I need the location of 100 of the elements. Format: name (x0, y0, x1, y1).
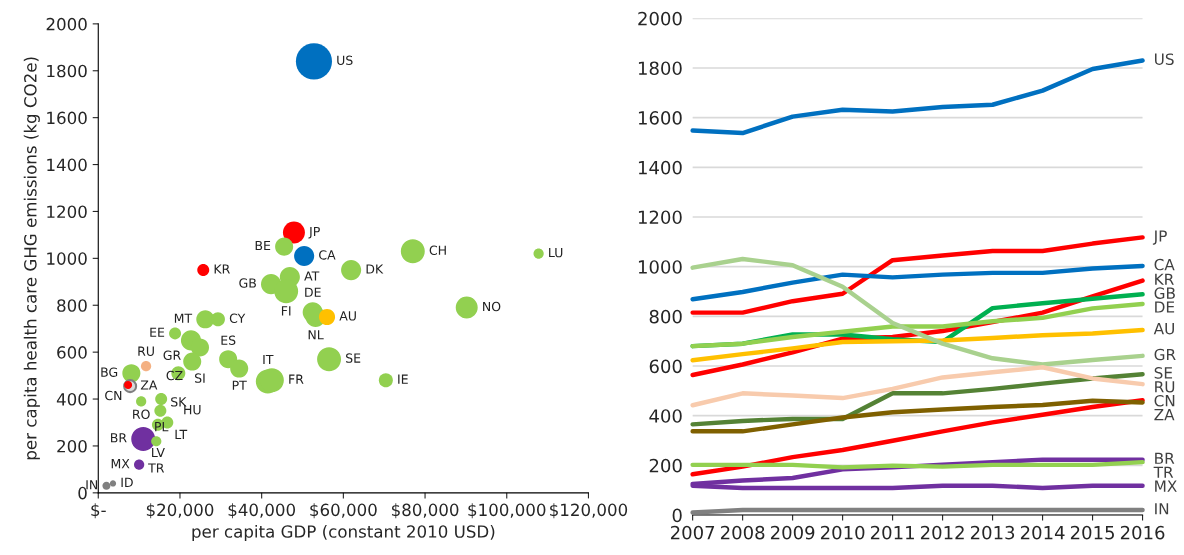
x-tick-label: 2011 (870, 525, 914, 540)
data-label: SE (346, 353, 361, 363)
y-tick-label: 400 (56, 393, 87, 406)
data-label: RO (133, 409, 150, 419)
data-label: ZA (140, 380, 158, 390)
line-series (690, 58, 1145, 136)
data-label: MX (111, 459, 130, 469)
data-label: BG (101, 367, 118, 377)
y-tick-label: 1000 (47, 252, 87, 265)
y-tick-label: 600 (649, 359, 682, 374)
series-label: ZA (1154, 409, 1175, 421)
x-tick-label: $100,000 (468, 503, 546, 519)
y-tick-label: 0 (78, 486, 87, 500)
series-label: IN (1155, 503, 1169, 515)
y-tick-label: 2000 (46, 17, 87, 31)
data-label: EE (150, 327, 165, 337)
data-label: LV (152, 447, 165, 457)
data-label: AU (339, 311, 356, 321)
x-axis-title: per capita GDP (constant 2010 USD) (192, 524, 495, 542)
data-label: DK (366, 264, 384, 274)
x-tick-label: 2010 (820, 525, 865, 540)
data-label: CH (429, 245, 446, 255)
data-label: RU (138, 346, 154, 356)
series-label: SE (1154, 367, 1173, 379)
y-axis-title: per capita health care GHG emissions (kg CO2e) (23, 57, 40, 460)
data-label: AT (304, 271, 320, 281)
y-tick-label: 1200 (47, 205, 87, 219)
y-tick-label: 1600 (638, 111, 682, 125)
series-label: KR (1155, 273, 1174, 285)
line-series (690, 398, 1145, 434)
y-tick-label: 200 (57, 439, 87, 453)
data-label: IN (86, 480, 98, 490)
data-label: FI (281, 306, 291, 316)
data-label: TR (148, 463, 165, 473)
series-label: US (1155, 53, 1174, 65)
y-tick-label: 600 (57, 346, 87, 359)
line-series (690, 365, 1145, 408)
y-tick-label: 0 (672, 508, 682, 523)
x-tick-label: 2014 (1020, 525, 1065, 540)
x-tick-label: $20,000 (146, 503, 214, 519)
series-label: JP (1152, 230, 1167, 245)
data-label: LU (549, 248, 563, 258)
x-tick-label: $80,000 (391, 503, 459, 519)
y-tick-label: 1200 (638, 210, 682, 225)
x-tick-label: 2007 (670, 525, 715, 540)
y-tick-label: 200 (649, 458, 682, 473)
data-label: SI (195, 373, 205, 383)
data-label: ES (221, 335, 236, 345)
series-label: BR (1155, 452, 1175, 464)
data-label: GB (239, 278, 256, 288)
y-tick-label: 800 (649, 309, 682, 324)
data-label: BE (255, 240, 271, 251)
data-label: NO (483, 301, 501, 312)
series-label: CN (1154, 394, 1175, 407)
data-label: CA (319, 250, 336, 260)
data-label: CY (229, 313, 246, 323)
y-tick-label: 2000 (638, 11, 682, 26)
data-label: FR (289, 374, 304, 384)
y-tick-label: 1600 (47, 111, 87, 125)
y-tick-label: 400 (649, 409, 682, 423)
data-label: LT (175, 429, 188, 439)
data-label: BR (111, 433, 127, 443)
data-label: HU (184, 405, 201, 415)
data-label: NL (308, 330, 324, 340)
data-label: SK (171, 397, 187, 407)
data-label: KR (214, 264, 230, 274)
line-series (690, 327, 1145, 363)
line-series (690, 263, 1145, 302)
y-tick-label: 1800 (47, 64, 87, 78)
data-label: ID (121, 477, 133, 487)
data-label: PL (155, 422, 169, 432)
x-tick-label: $40,000 (228, 503, 296, 519)
x-tick-label: 2008 (720, 525, 765, 540)
line-series (690, 301, 1145, 349)
data-label: PT (232, 380, 247, 390)
data-label: GR (163, 350, 181, 360)
data-label: JP (308, 226, 320, 239)
x-tick-label: $120,000 (550, 503, 628, 519)
y-tick-label: 1000 (638, 260, 682, 274)
series-label: CA (1154, 258, 1175, 271)
line-series (690, 256, 1145, 367)
y-tick-label: 800 (57, 299, 87, 312)
series-label: RU (1155, 381, 1175, 393)
x-tick-label: $60,000 (310, 503, 377, 519)
series-label: TR (1153, 466, 1174, 478)
x-tick-label: 2016 (1120, 525, 1165, 540)
series-label: DE (1155, 301, 1175, 313)
data-label: CN (105, 390, 122, 401)
x-tick-label: 2012 (920, 525, 964, 540)
x-tick-label: 2009 (770, 525, 815, 540)
x-tick-label: $- (91, 503, 106, 519)
series-label: GB (1154, 287, 1175, 299)
line-series (690, 235, 1145, 315)
x-tick-label: 2015 (1070, 525, 1114, 540)
x-tick-label: 2013 (970, 525, 1015, 540)
y-tick-label: 1400 (638, 160, 682, 175)
data-label: MT (174, 313, 193, 323)
series-label: GR (1154, 348, 1176, 361)
data-label: DE (305, 287, 321, 297)
data-label: IE (398, 374, 408, 384)
